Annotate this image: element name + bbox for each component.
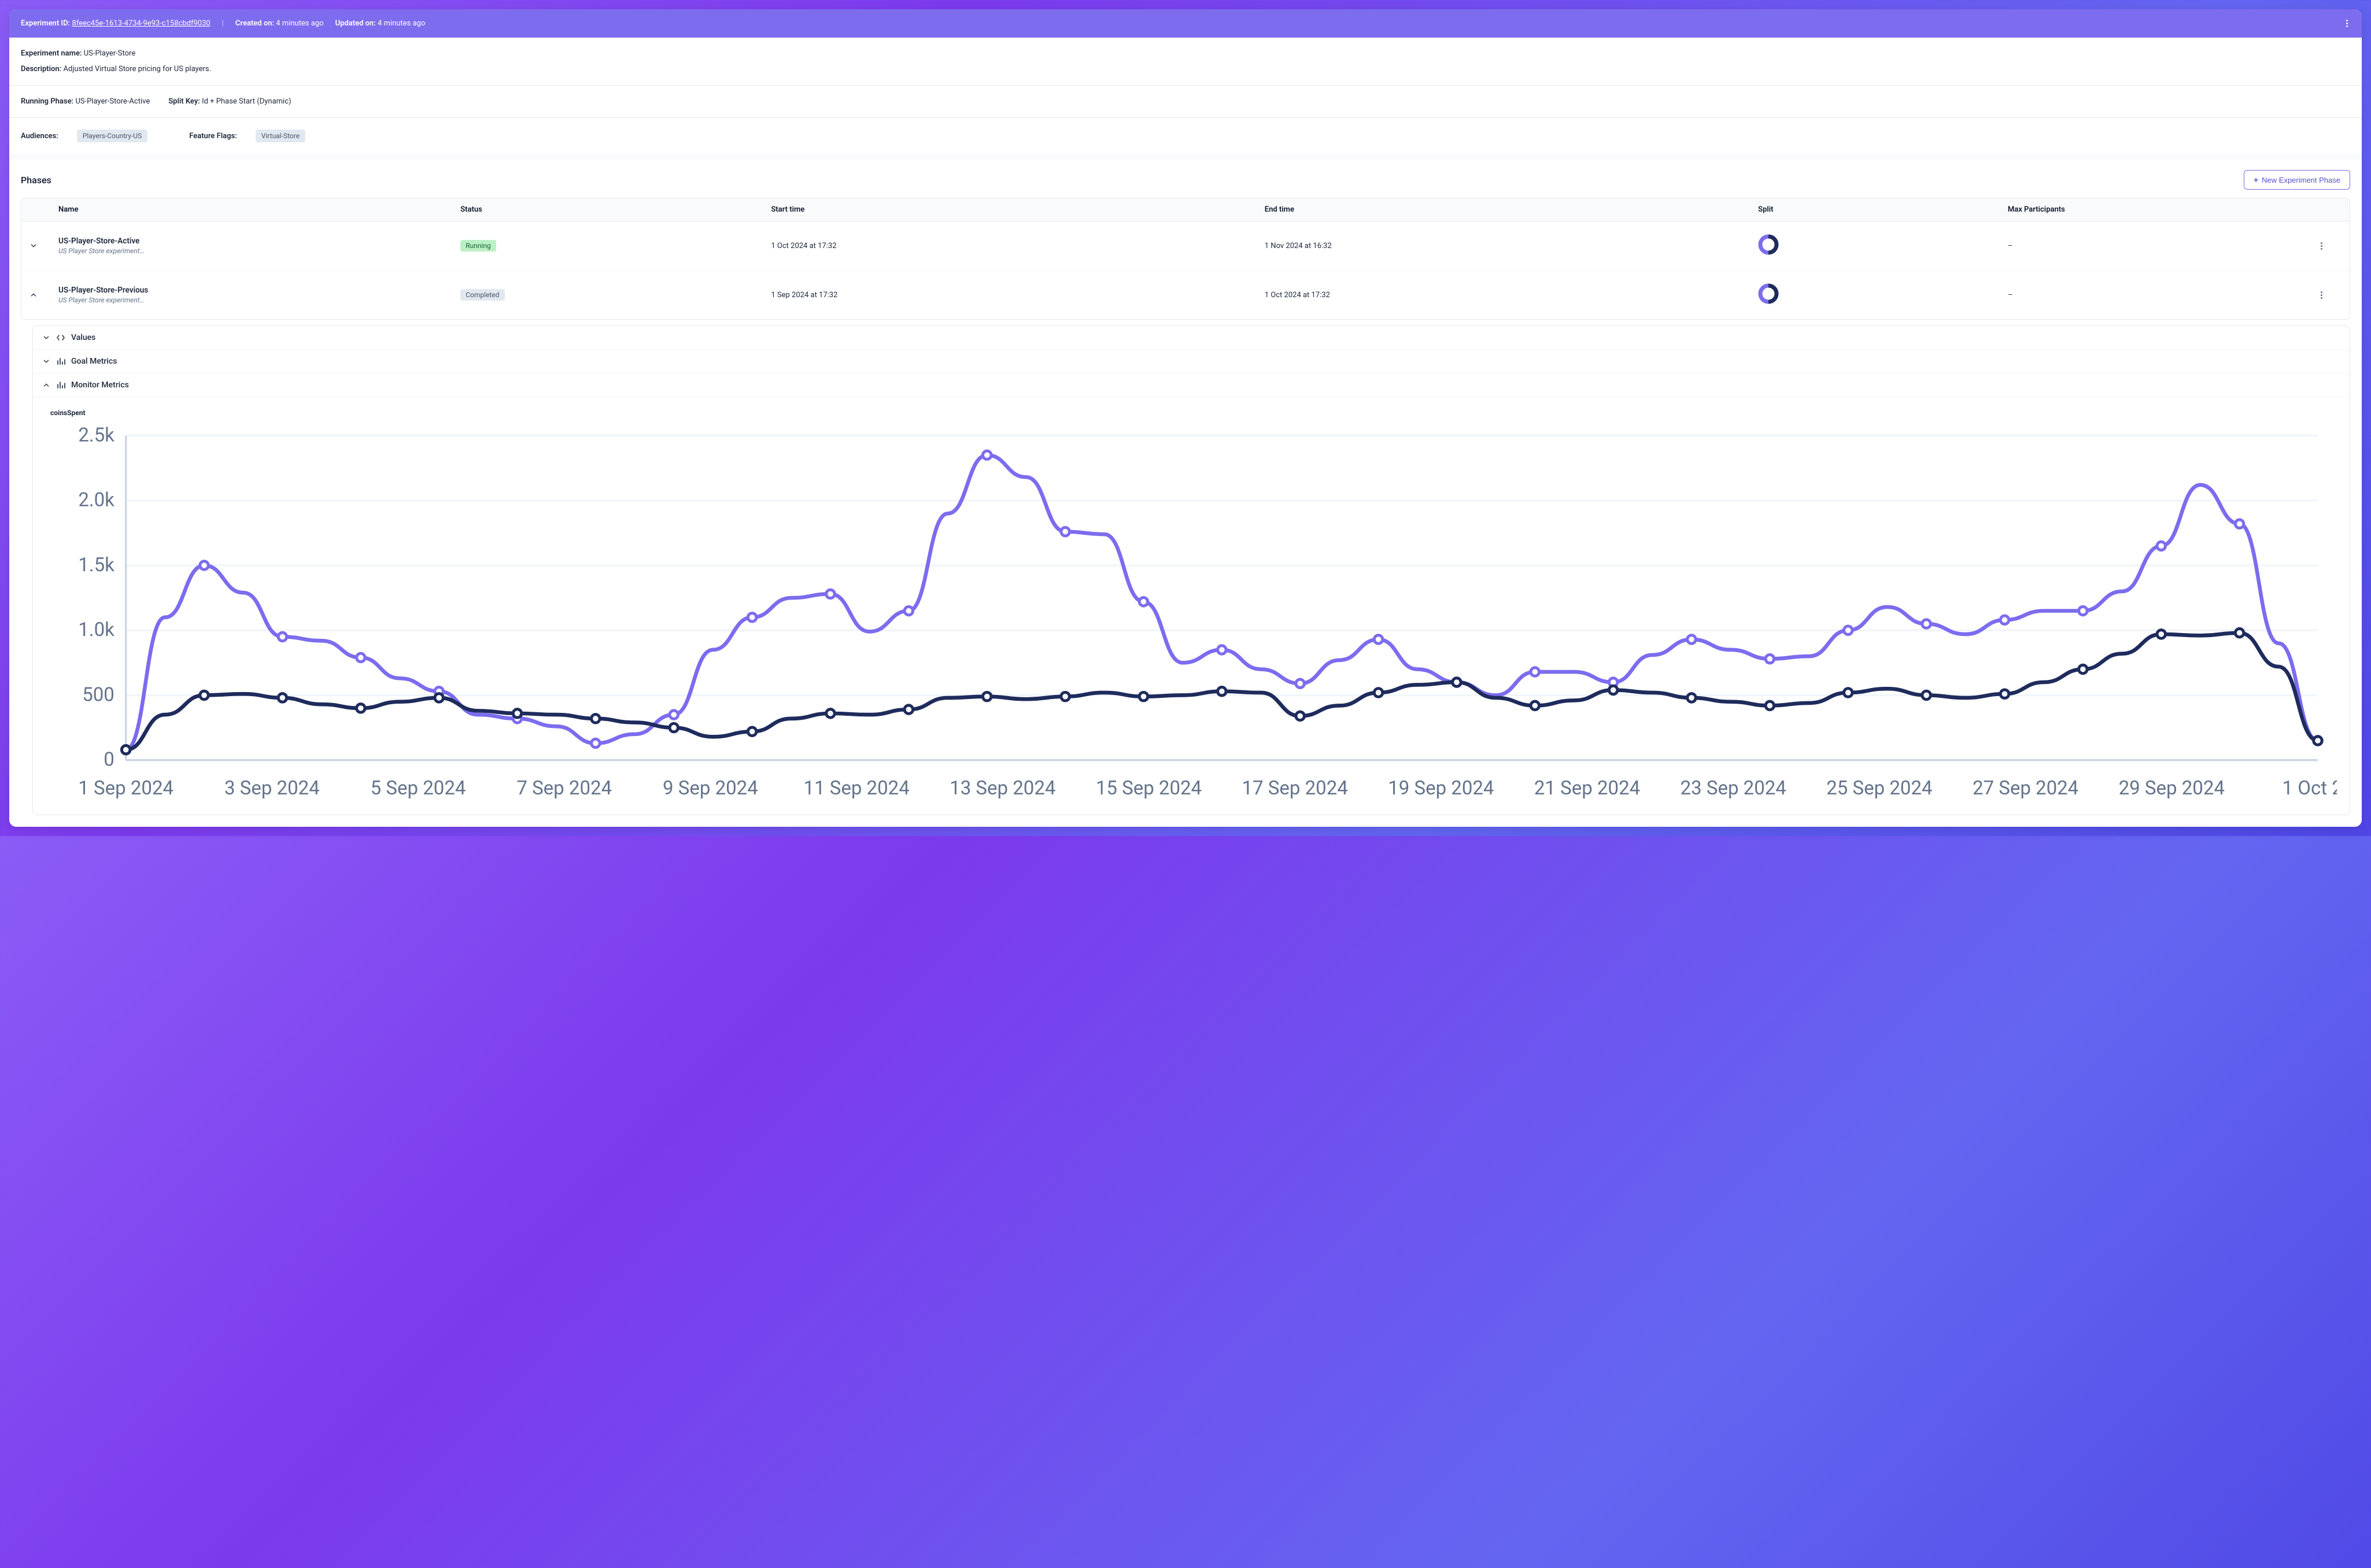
experiment-card: Experiment ID: 8feec45e-1613-4734-9e93-c… [9, 9, 2362, 827]
code-icon [56, 333, 65, 342]
description-value: Adjusted Virtual Store pricing for US pl… [63, 65, 211, 73]
svg-text:11 Sep 2024: 11 Sep 2024 [803, 777, 909, 800]
accordion-title: Values [71, 333, 95, 342]
svg-text:2.0k: 2.0k [78, 489, 115, 512]
phase-name: US-Player-Store-Active [58, 236, 455, 246]
svg-text:15 Sep 2024: 15 Sep 2024 [1096, 777, 1202, 800]
svg-text:2.5k: 2.5k [78, 424, 115, 446]
feature-flag-tag[interactable]: Virtual-Store [256, 130, 305, 142]
phase-detail-panel: Values Goal Metrics Monitor Metrics coin… [32, 326, 2350, 815]
svg-text:5 Sep 2024: 5 Sep 2024 [371, 777, 466, 800]
svg-text:27 Sep 2024: 27 Sep 2024 [1973, 777, 2078, 800]
header-menu-icon[interactable] [2344, 17, 2350, 29]
phases-header: Phases + New Experiment Phase [9, 160, 2362, 198]
svg-text:500: 500 [82, 683, 115, 706]
max-participants: – [2008, 291, 2313, 299]
row-menu-icon[interactable] [2318, 289, 2342, 301]
accordion-row[interactable]: Values [33, 326, 2350, 350]
chevron-up-icon [42, 381, 50, 389]
status-badge: Running [460, 240, 496, 252]
running-phase-value: US-Player-Store-Active [75, 97, 150, 106]
end-time: 1 Nov 2024 at 16:32 [1265, 242, 1752, 250]
col-max: Max Participants [2008, 205, 2313, 214]
col-start: Start time [771, 205, 1258, 214]
phases-title: Phases [21, 175, 51, 186]
svg-text:1.0k: 1.0k [78, 619, 115, 641]
table-row: US-Player-Store-Active US Player Store e… [21, 221, 2350, 271]
experiment-name-value: US-Player-Store [84, 49, 135, 58]
experiment-id-link[interactable]: 8feec45e-1613-4734-9e93-c158cbdf9030 [72, 19, 210, 28]
audiences-label: Audiences: [21, 132, 58, 140]
description-label: Description: [21, 65, 61, 73]
phase-desc: US Player Store experiment p… [58, 247, 145, 255]
svg-text:7 Sep 2024: 7 Sep 2024 [516, 777, 612, 800]
svg-text:3 Sep 2024: 3 Sep 2024 [224, 777, 320, 800]
experiment-id-label: Experiment ID: [21, 19, 70, 28]
svg-text:29 Sep 2024: 29 Sep 2024 [2119, 777, 2225, 800]
header-bar: Experiment ID: 8feec45e-1613-4734-9e93-c… [9, 9, 2362, 38]
bar-chart-icon [56, 380, 65, 390]
chevron-down-icon[interactable] [29, 242, 38, 250]
start-time: 1 Sep 2024 at 17:32 [771, 291, 1258, 299]
accordion-title: Goal Metrics [71, 357, 117, 366]
phases-table: Name Status Start time End time Split Ma… [21, 198, 2350, 320]
coins-spent-chart: 0 500 1.0k 1.5k 2.0k 2.5k 1 Sep 2024 3 Sep 2024… [46, 420, 2337, 802]
updated-on-value: 4 minutes ago [378, 19, 425, 28]
col-status: Status [460, 205, 765, 214]
svg-text:23 Sep 2024: 23 Sep 2024 [1681, 777, 1786, 800]
col-end: End time [1265, 205, 1752, 214]
experiment-name-label: Experiment name: [21, 49, 82, 58]
separator: | [222, 19, 224, 28]
split-donut [1758, 234, 2002, 257]
svg-text:19 Sep 2024: 19 Sep 2024 [1388, 777, 1494, 800]
max-participants: – [2008, 242, 2313, 250]
phase-name: US-Player-Store-Previous [58, 286, 455, 295]
phase-desc: US Player Store experiment fi… [58, 296, 145, 304]
svg-text:9 Sep 2024: 9 Sep 2024 [663, 777, 758, 800]
chevron-up-icon[interactable] [29, 291, 38, 299]
accordion-row[interactable]: Monitor Metrics [33, 373, 2350, 397]
bar-chart-icon [56, 357, 65, 366]
svg-text:1 Sep 2024: 1 Sep 2024 [78, 777, 173, 800]
svg-text:1 Oct 20: 1 Oct 20 [2283, 777, 2337, 800]
table-header: Name Status Start time End time Split Ma… [21, 198, 2350, 221]
accordion-title: Monitor Metrics [71, 380, 129, 390]
start-time: 1 Oct 2024 at 17:32 [771, 242, 1258, 250]
created-on-label: Created on: [235, 19, 274, 28]
row-menu-icon[interactable] [2318, 240, 2342, 252]
plus-icon: + [2254, 175, 2258, 184]
status-badge: Completed [460, 289, 504, 301]
chevron-down-icon [42, 334, 50, 342]
table-row: US-Player-Store-Previous US Player Store… [21, 271, 2350, 319]
svg-text:13 Sep 2024: 13 Sep 2024 [950, 777, 1055, 800]
info-basic: Experiment name: US-Player-Store Descrip… [9, 38, 2362, 86]
svg-text:1.5k: 1.5k [78, 554, 115, 576]
info-tags: Audiences: Players-Country-US Feature Fl… [9, 118, 2362, 154]
split-donut [1758, 283, 2002, 306]
audience-tag[interactable]: Players-Country-US [77, 130, 147, 142]
accordion-row[interactable]: Goal Metrics [33, 350, 2350, 373]
chevron-down-icon [42, 357, 50, 365]
info-running: Running Phase: US-Player-Store-Active Sp… [9, 86, 2362, 118]
chart-title: coinsSpent [50, 409, 2337, 417]
svg-text:0: 0 [104, 749, 115, 771]
svg-text:21 Sep 2024: 21 Sep 2024 [1534, 777, 1640, 800]
feature-flags-label: Feature Flags: [189, 132, 237, 140]
new-phase-button[interactable]: + New Experiment Phase [2244, 170, 2350, 190]
created-on-value: 4 minutes ago [276, 19, 323, 28]
chart-container: coinsSpent 0 500 1.0k 1.5k 2.0k 2.5k 1 Sep 202… [33, 397, 2350, 815]
svg-text:25 Sep 2024: 25 Sep 2024 [1826, 777, 1932, 800]
svg-text:17 Sep 2024: 17 Sep 2024 [1242, 777, 1348, 800]
col-split: Split [1758, 205, 2002, 214]
end-time: 1 Oct 2024 at 17:32 [1265, 291, 1752, 299]
running-phase-label: Running Phase: [21, 97, 73, 106]
split-key-value: Id + Phase Start (Dynamic) [202, 97, 291, 106]
col-name: Name [58, 205, 455, 214]
split-key-label: Split Key: [168, 97, 200, 106]
updated-on-label: Updated on: [335, 19, 376, 28]
